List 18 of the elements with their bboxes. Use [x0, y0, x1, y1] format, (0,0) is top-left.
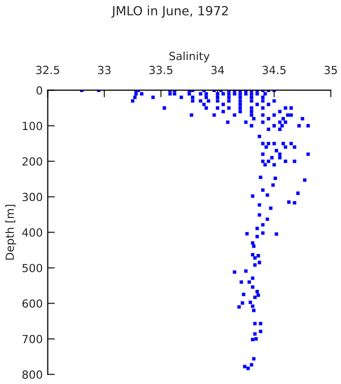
x-tick-label: 33.5	[149, 66, 172, 74]
y-tick-label: 600	[22, 299, 42, 308]
chart-title: JMLO in June, 1972	[111, 6, 228, 18]
x-tick-label: 33	[98, 66, 111, 74]
y-tick-label: 500	[22, 264, 42, 272]
y-tick-label: 100	[22, 122, 42, 130]
y-tick-label: 800	[22, 370, 42, 379]
y-tick-label: 700	[22, 334, 42, 344]
y-tick-label: 300	[22, 192, 42, 202]
x-tick-label: 35	[324, 66, 337, 74]
x-axis-title: Salinity	[169, 52, 210, 62]
x-tick-label: 32.5	[36, 66, 60, 74]
x-tick-label: 34.5	[262, 66, 286, 74]
x-tick-label: 34	[211, 66, 224, 74]
y-tick-label: 400	[22, 228, 42, 237]
y-tick-label: 200	[22, 157, 42, 166]
y-tick-label: 0	[36, 86, 42, 95]
y-axis-title: Depth [m]	[5, 204, 16, 260]
